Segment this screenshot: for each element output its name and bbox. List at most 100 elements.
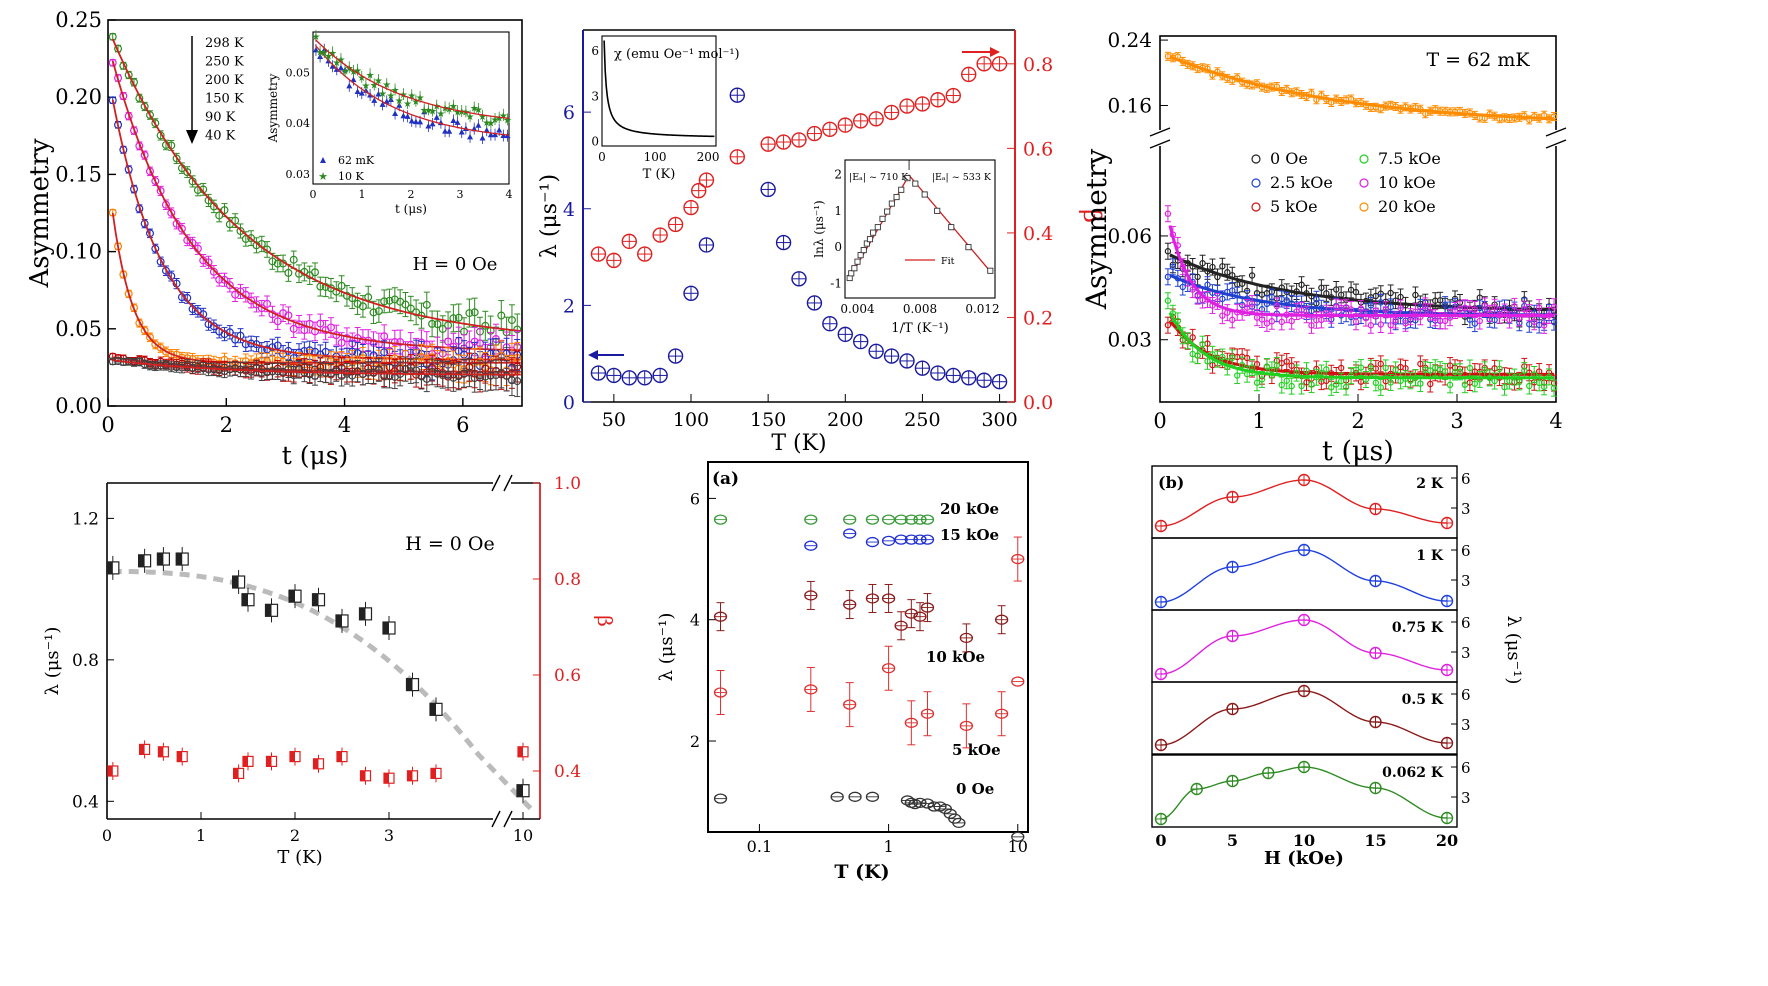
p4-beta-point-fill (360, 770, 366, 781)
p3-point (1446, 381, 1454, 389)
p3-ytick-label: 0.03 (1107, 328, 1152, 352)
p6-fit-curve (1160, 479, 1448, 527)
p1-frame (107, 19, 523, 407)
p3-point (1298, 307, 1305, 314)
p3-point (1441, 368, 1449, 375)
p1-point (140, 102, 149, 111)
p1-inset-marker-star: ★ (428, 107, 437, 118)
p4-lambda-point-fill (138, 554, 145, 567)
p3-point (1392, 366, 1399, 374)
p4-beta-point-fill (384, 773, 389, 784)
p3-point (1268, 293, 1276, 301)
p3-point (1377, 360, 1384, 368)
p1-point (257, 368, 266, 377)
p4-lambda-point-fill (157, 553, 164, 566)
p1-point (460, 369, 469, 378)
p2-inset-arr-point (870, 229, 877, 236)
p6-xtick-label: 5 (1227, 831, 1238, 850)
p3-point (1308, 381, 1315, 388)
p3-break-mark (1149, 139, 1171, 149)
p3-point (1382, 364, 1389, 372)
p3-xtick-label: 3 (1450, 409, 1463, 433)
p3-point (1164, 210, 1172, 217)
p1-inset-marker-star: ★ (382, 80, 391, 91)
p4-beta-point-fill (518, 746, 523, 757)
p3-point (1169, 263, 1177, 271)
p3-point (1298, 281, 1305, 288)
p5-ytick-label: 4 (690, 611, 700, 630)
p3-point (1323, 366, 1330, 373)
p1-ytick-label: 0.25 (55, 8, 102, 32)
p1-inset-xtick-label: 0 (310, 188, 317, 201)
p1-point (220, 367, 229, 376)
p1-point (183, 168, 192, 177)
p1-inset-marker-triangle (358, 90, 365, 96)
p3-point (1506, 316, 1513, 324)
p1-inset-marker-triangle (475, 122, 482, 128)
p1-point (369, 308, 378, 317)
p3-point (1387, 303, 1394, 311)
p2-inset-arr-point (948, 224, 955, 231)
p6-ytick-label: 6 (1461, 542, 1471, 560)
p2-y2tick-label: 0.6 (1023, 138, 1053, 160)
p3-point (1288, 382, 1295, 390)
p3-point (1234, 372, 1241, 379)
p3-xtick-label: 1 (1252, 409, 1265, 433)
p4-beta-point-fill (177, 751, 183, 762)
p2-inset-arr-point (854, 258, 861, 265)
p3-ylabel: Asymmetry (1080, 149, 1113, 311)
p4-lambda-point-fill (359, 607, 366, 620)
p1-inset-marker-star: ★ (391, 86, 400, 97)
p2-y2tick-label: 0.2 (1023, 307, 1053, 329)
p1-xtick-label: 2 (220, 413, 233, 437)
p3-point (1392, 316, 1399, 324)
p1-ytick-label: 0.05 (55, 317, 102, 341)
p2-inset-arr-point (874, 224, 881, 231)
p2-inset-arr-point (851, 265, 858, 272)
p1-inset-marker-star: ★ (336, 55, 345, 66)
p1-point (390, 295, 399, 304)
p6-temperature-label: 0.062 K (1382, 765, 1444, 781)
p1-legend-label: 298 K (205, 36, 244, 51)
p1-inset-marker-star: ★ (411, 97, 420, 108)
p1-inset-marker-triangle (429, 120, 436, 127)
p1-inset-marker-star: ★ (403, 99, 412, 110)
p3-point (1382, 306, 1389, 313)
p1-fit-line (111, 99, 521, 361)
p3-ytick-label: 0.16 (1107, 93, 1152, 117)
p1-inset-marker-star: ★ (466, 112, 475, 123)
p1-inset-marker-triangle (500, 132, 507, 139)
p3-fit-line (1168, 312, 1555, 380)
p1-point (358, 302, 367, 311)
p1-point (252, 364, 261, 373)
p3-point (1219, 295, 1226, 303)
p4-ytick-label: 0.4 (72, 792, 99, 812)
p3-point (1248, 300, 1256, 307)
p4-beta-point-fill (313, 758, 319, 769)
p3-point (1417, 360, 1424, 368)
p1-inset-marker-star: ★ (320, 48, 329, 59)
p3-point (1224, 269, 1231, 276)
p2-ylabel: λ (μs⁻¹) (537, 174, 562, 258)
p1-point (215, 366, 224, 375)
p3-ytick-label: 0.06 (1107, 224, 1152, 248)
p2-inset-arr-xtick-label: 0.004 (840, 302, 875, 316)
p1-point (326, 323, 335, 332)
p3-point (1238, 361, 1246, 369)
p1-inset-marker-star: ★ (436, 109, 445, 120)
p2-y2tick-label: 0.8 (1023, 54, 1053, 76)
p2-inset-arr-point (904, 175, 911, 182)
p1-inset-marker-star: ★ (357, 73, 366, 84)
p6-panel-label: (b) (1158, 473, 1184, 492)
p1-point (507, 316, 516, 325)
p2-inset-chi-xlabel: T (K) (643, 167, 676, 182)
p2-ytick-label: 4 (563, 199, 575, 221)
p3-point (1352, 288, 1360, 296)
p6-ytick-label: 6 (1461, 614, 1471, 632)
p6-ytick-label: 6 (1461, 759, 1471, 777)
p3-point (1278, 381, 1285, 389)
p3-legend-label: 5 kOe (1270, 197, 1318, 216)
p5-xtick-label: 10 (1008, 837, 1028, 856)
p4-annotation: H = 0 Oe (405, 533, 495, 555)
p2-inset-chi-label: χ (emu Oe⁻¹ mol⁻¹) (614, 47, 740, 62)
